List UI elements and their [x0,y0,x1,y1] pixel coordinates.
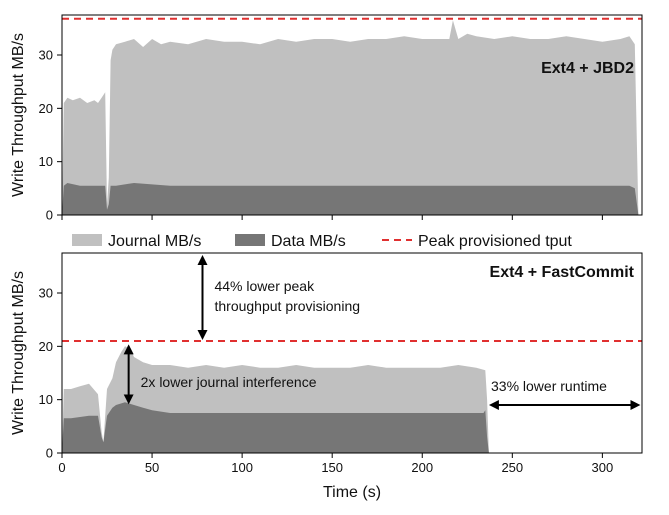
legend: Journal MB/s Data MB/s Peak provisioned tp… [72,233,572,250]
x-tick-label: 300 [592,460,614,475]
plot-frame [61,252,643,454]
series-area-data [62,402,489,453]
legend-label: Journal MB/s [108,233,201,250]
y-tick-label: 20 [39,101,53,116]
legend-swatch [72,234,102,246]
peak-gap-text: throughput provisioning [214,298,360,314]
plot-frame [61,14,643,216]
y-axis-label: Write Throughput MB/s [10,33,27,197]
legend-label: Data MB/s [271,233,346,250]
x-axis-label: Time (s) [323,484,381,501]
series-area-journal [62,20,639,215]
legend-label: Peak provisioned tput [418,233,572,250]
x-tick-label: 200 [411,460,433,475]
x-tick-label: 100 [231,460,253,475]
interference-text: 2x lower journal interference [141,374,317,390]
y-tick-label: 30 [39,286,53,301]
y-tick-label: 10 [39,154,53,169]
peak-gap-text: 44% lower peak [214,278,315,294]
x-tick-label: 150 [321,460,343,475]
legend-swatch [235,234,265,246]
panel-jbd2: 0 10 20 30 Write Throughput MB/s Ext4 + JBD2 [10,14,643,223]
panel-title: Ext4 + JBD2 [541,60,634,77]
y-tick-label: 0 [46,446,53,461]
y-tick-label: 20 [39,339,53,354]
y-axis-label: Write Throughput MB/s [10,271,27,435]
x-tick-label: 250 [501,460,523,475]
runtime-text: 33% lower runtime [491,378,607,394]
y-tick-label: 10 [39,392,53,407]
y-tick-label: 30 [39,48,53,63]
series-area-data [62,183,639,215]
x-tick-label: 50 [145,460,159,475]
y-tick-label: 0 [46,208,53,223]
panel-title: Ext4 + FastCommit [490,264,635,281]
annotations: 44% lower peak throughput provisioning 2x … [123,255,641,410]
x-tick-label: 0 [58,460,65,475]
